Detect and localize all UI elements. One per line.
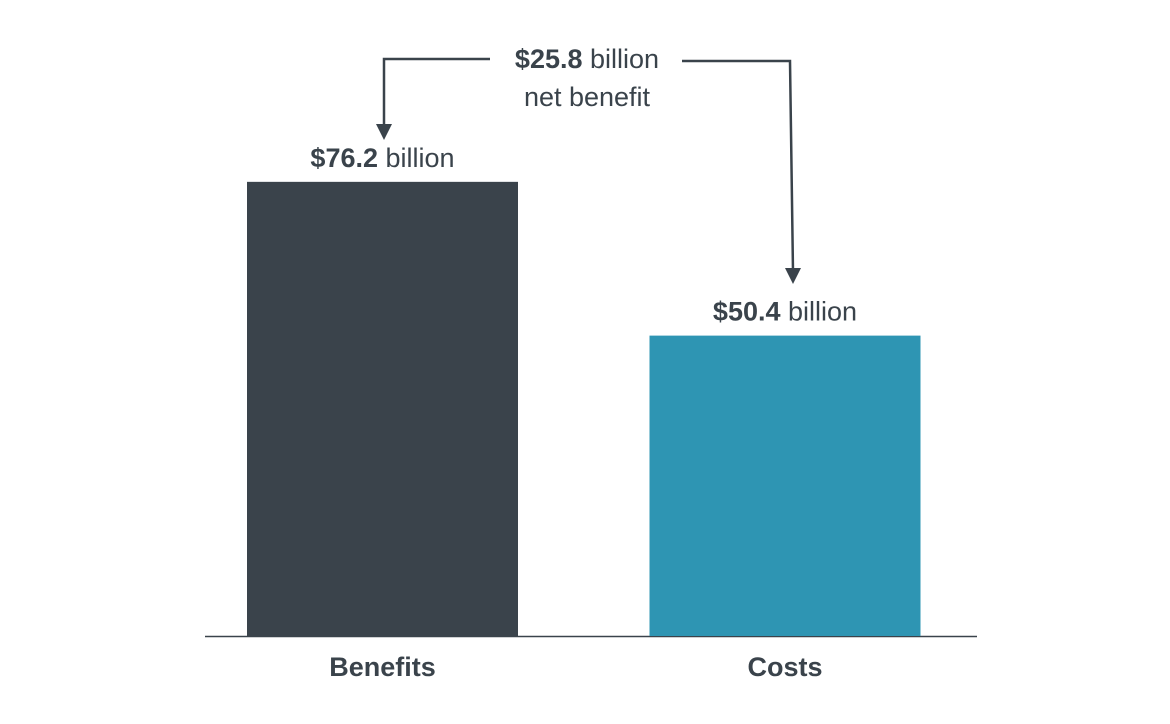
annotation-number: $25.8	[515, 44, 583, 74]
annotation-value: $25.8 billion	[515, 44, 659, 74]
value-unit: billion	[788, 297, 857, 327]
value-number: $76.2	[310, 143, 378, 173]
bar	[649, 335, 921, 636]
x-tick-label: Costs	[747, 652, 822, 682]
arrowhead	[376, 124, 392, 140]
value-unit: billion	[386, 143, 455, 173]
arrowhead	[785, 268, 801, 284]
value-label: $76.2 billion	[310, 143, 454, 173]
arrow-left	[382, 57, 490, 128]
x-tick-label: Benefits	[329, 652, 436, 682]
annotation-unit: billion	[590, 44, 659, 74]
bar	[247, 181, 518, 636]
annotation-arrows	[382, 57, 795, 273]
value-label: $50.4 billion	[713, 297, 857, 327]
annotation-text: net benefit	[524, 82, 651, 112]
value-number: $50.4	[713, 297, 781, 327]
arrow-right	[682, 59, 795, 273]
